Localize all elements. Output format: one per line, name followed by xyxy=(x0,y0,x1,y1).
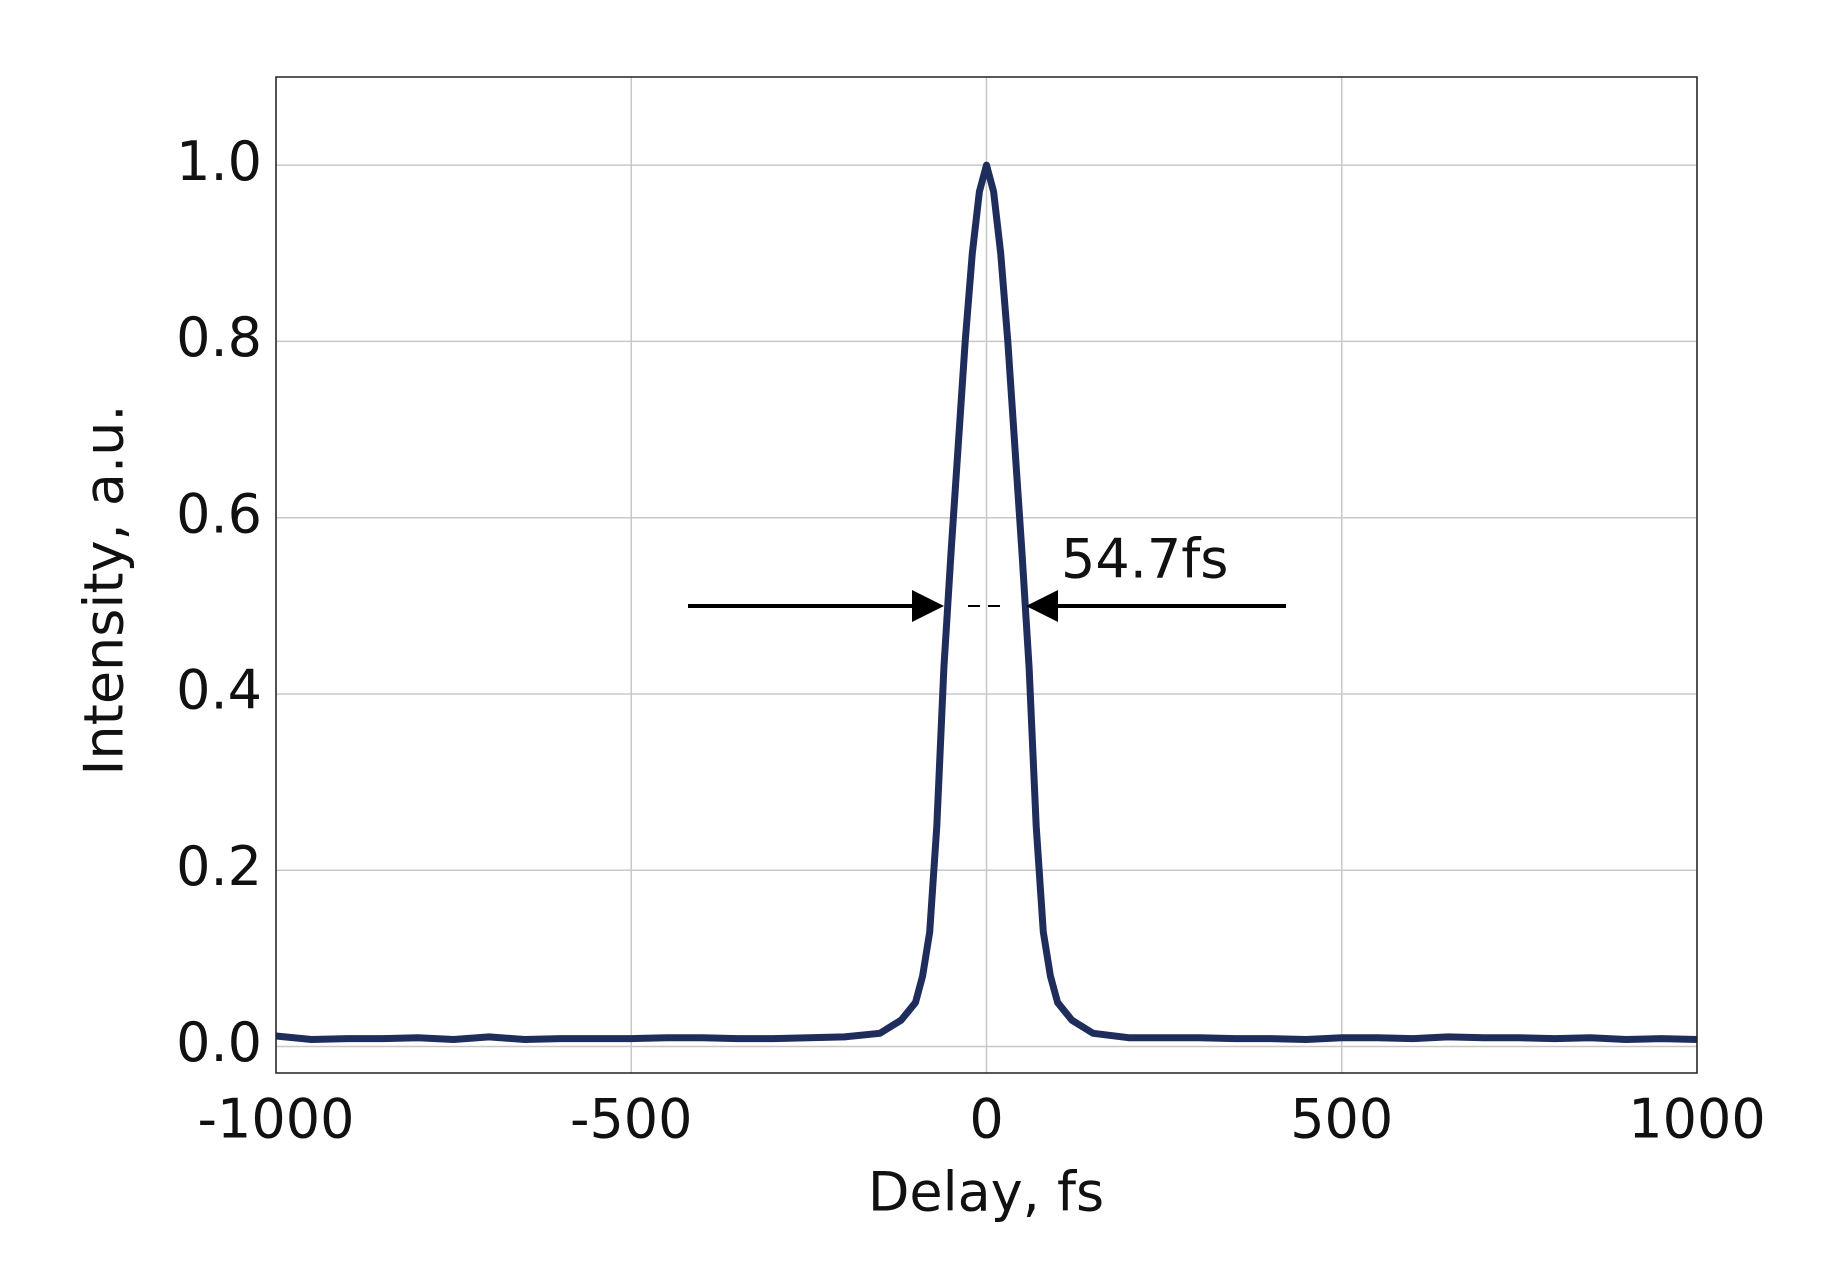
x-tick-label: -500 xyxy=(570,1088,693,1151)
plot-frame xyxy=(275,76,1698,1074)
annotation: 54.7fs xyxy=(1061,528,1228,591)
x-tick-label: 500 xyxy=(1290,1088,1393,1151)
y-tick-label: 0.2 xyxy=(176,835,262,898)
y-tick-label: 1.0 xyxy=(176,130,262,193)
x-tick-label: -1000 xyxy=(198,1088,355,1151)
x-tick-label: 0 xyxy=(969,1088,1003,1151)
y-tick-label: 0.0 xyxy=(176,1011,262,1074)
x-tick-label: 1000 xyxy=(1628,1088,1765,1151)
y-tick-label: 0.4 xyxy=(176,659,262,722)
y-tick-label: 0.8 xyxy=(176,306,262,369)
y-tick-label: 0.6 xyxy=(176,482,262,545)
x-axis-label: Delay, fs xyxy=(868,1161,1104,1224)
data-line xyxy=(275,161,1698,1043)
y-axis-label: Intensity, a.u. xyxy=(73,404,136,775)
